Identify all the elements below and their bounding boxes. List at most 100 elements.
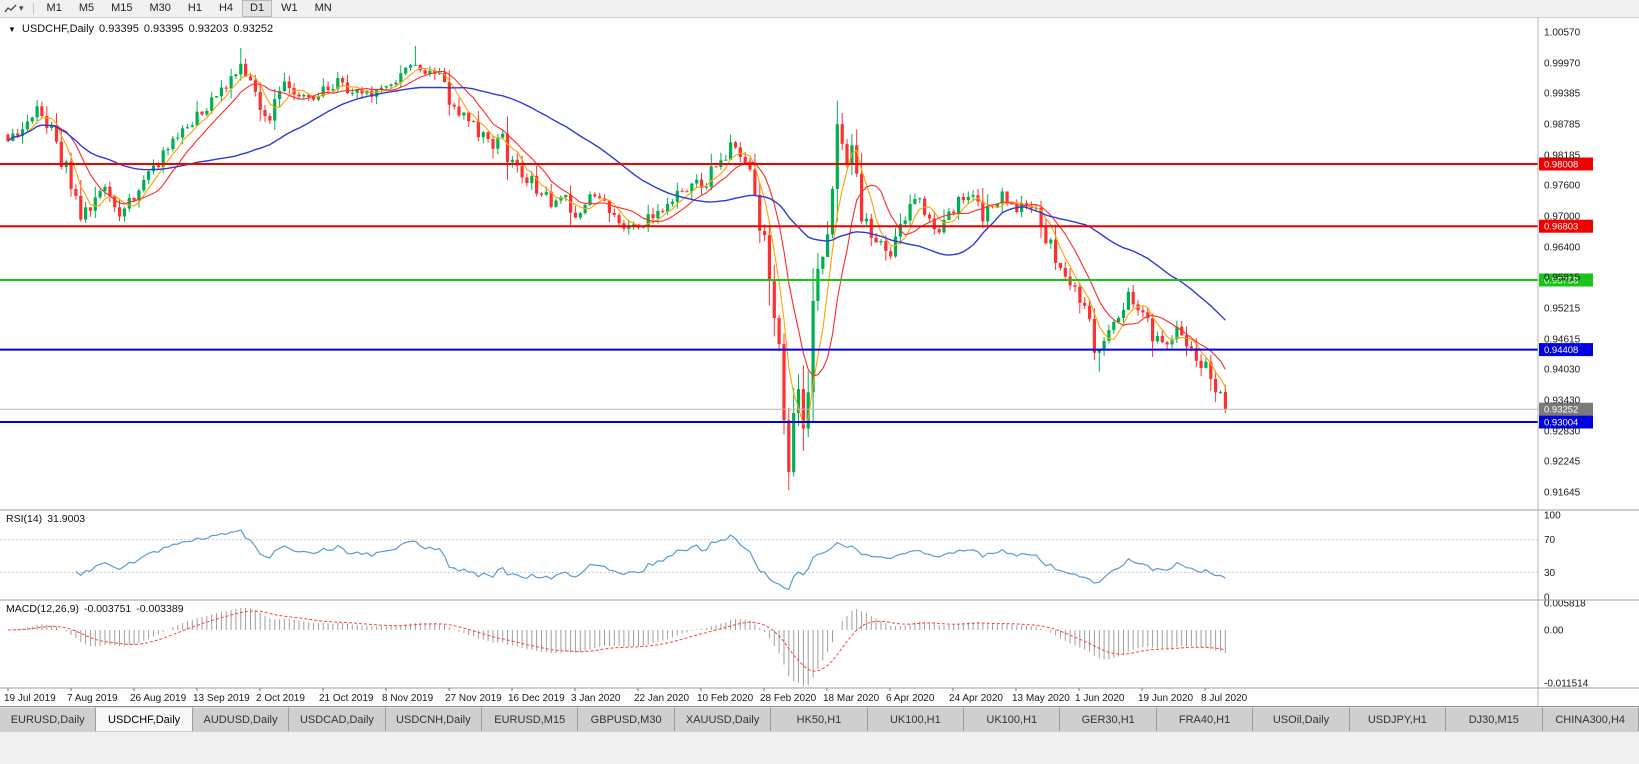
- rsi-panel: 100 70 30 0: [0, 511, 1561, 604]
- rsi-indicator-label: RSI(14) 31.9003: [6, 513, 85, 525]
- timeframe-button-w1[interactable]: W1: [281, 2, 298, 14]
- ohlc-low: 0.93203: [188, 23, 229, 35]
- chart-tab-xauusd-daily[interactable]: XAUUSD,Daily: [674, 707, 772, 731]
- svg-text:100: 100: [1544, 511, 1561, 522]
- chart-symbol-period: USDCHF,Daily: [21, 23, 95, 35]
- chart-area: 0.98008 0.96803 0.95758 0.94408 0.93004 0.932…: [0, 18, 1639, 706]
- timeframe-toolbar: ▾ M1 M5 M15 M30 H1 H4 D1 W1 MN: [0, 0, 1639, 18]
- svg-text:10 Feb 2020: 10 Feb 2020: [697, 693, 754, 704]
- svg-text:70: 70: [1544, 535, 1556, 546]
- chart-tab-usdjpy-h1[interactable]: USDJPY,H1: [1349, 707, 1447, 731]
- svg-text:-0.011514: -0.011514: [1544, 679, 1589, 690]
- svg-text:0.91645: 0.91645: [1544, 488, 1581, 499]
- chart-tab-china300-h4[interactable]: CHINA300,H4: [1542, 707, 1639, 731]
- svg-text:27 Nov 2019: 27 Nov 2019: [445, 693, 502, 704]
- ohlc-high: 0.93395: [143, 23, 184, 35]
- price-axis-labels: 1.00570 0.99970 0.99385 0.98785 0.98185 0.976…: [1544, 28, 1581, 499]
- svg-text:0.94408: 0.94408: [1544, 345, 1578, 356]
- chart-tab-usdcad-daily[interactable]: USDCAD,Daily: [289, 707, 386, 731]
- support-resistance-lines[interactable]: 0.98008 0.96803 0.95758 0.94408 0.93004: [0, 157, 1593, 429]
- ohlc-open: 0.93395: [99, 23, 139, 35]
- chart-tabs-bar: EURUSD,Daily USDCHF,Daily AUDUSD,Daily USDC…: [0, 706, 1639, 731]
- svg-text:13 May 2020: 13 May 2020: [1012, 693, 1070, 704]
- chart-tab-fra40-h1[interactable]: FRA40,H1: [1156, 707, 1254, 731]
- svg-text:19 Jul 2019: 19 Jul 2019: [4, 693, 56, 704]
- svg-text:0.98185: 0.98185: [1544, 150, 1581, 161]
- symbol-dropdown-icon[interactable]: ▼: [8, 24, 16, 34]
- svg-text:0.99970: 0.99970: [1544, 58, 1581, 69]
- svg-text:0.92245: 0.92245: [1544, 457, 1581, 468]
- svg-text:0.98008: 0.98008: [1544, 160, 1578, 171]
- macd-value-main: -0.003751: [83, 603, 132, 615]
- chart-tab-eurusd-m15[interactable]: EURUSD,M15: [482, 707, 579, 731]
- chart-tab-usdcnh-daily[interactable]: USDCNH,Daily: [385, 707, 483, 731]
- timeframe-buttons: M1 M5 M15 M30 H1 H4 D1 W1 MN: [39, 0, 340, 17]
- panel-separators: [0, 18, 1639, 706]
- toolbar-separator: [32, 2, 34, 15]
- svg-text:0.93004: 0.93004: [1544, 418, 1578, 429]
- macd-value-signal: -0.003389: [136, 603, 184, 615]
- chart-tab-gbpusd-m30[interactable]: GBPUSD,M30: [578, 707, 675, 731]
- timeframe-button-mn[interactable]: MN: [314, 2, 332, 14]
- timeframe-button-m5[interactable]: M5: [78, 2, 95, 14]
- svg-text:1 Jun 2020: 1 Jun 2020: [1075, 693, 1125, 704]
- chart-tab-eurusd-daily[interactable]: EURUSD,Daily: [0, 707, 97, 731]
- svg-text:0.96400: 0.96400: [1544, 242, 1581, 253]
- chart-tab-audusd-daily[interactable]: AUDUSD,Daily: [192, 707, 290, 731]
- svg-text:26 Aug 2019: 26 Aug 2019: [130, 693, 187, 704]
- chart-tab-hk50-h1[interactable]: HK50,H1: [771, 707, 868, 731]
- chart-title: ▼ USDCHF,Daily 0.93395 0.93395 0.93203 0…: [8, 23, 273, 35]
- chart-tab-usoil-daily[interactable]: USOil,Daily: [1253, 707, 1350, 731]
- timeframe-button-d1[interactable]: D1: [242, 0, 273, 17]
- chart-canvas[interactable]: 0.98008 0.96803 0.95758 0.94408 0.93004 0.932…: [0, 18, 1639, 706]
- chart-tab-dj30-m15[interactable]: DJ30,M15: [1446, 707, 1543, 731]
- line-chart-icon[interactable]: [4, 3, 18, 15]
- svg-text:28 Feb 2020: 28 Feb 2020: [760, 693, 817, 704]
- svg-text:16 Dec 2019: 16 Dec 2019: [508, 693, 565, 704]
- macd-indicator-label: MACD(12,26,9) -0.003751 -0.003389: [6, 603, 184, 615]
- svg-text:7 Aug 2019: 7 Aug 2019: [67, 693, 118, 704]
- svg-text:0.94615: 0.94615: [1544, 334, 1581, 345]
- timeframe-button-m1[interactable]: M1: [46, 2, 62, 14]
- svg-text:0: 0: [1544, 593, 1550, 604]
- svg-text:0.94030: 0.94030: [1544, 365, 1581, 376]
- timeframe-button-h1[interactable]: H1: [187, 2, 202, 14]
- svg-text:0.98785: 0.98785: [1544, 120, 1581, 131]
- timeframe-button-h4[interactable]: H4: [218, 2, 234, 14]
- svg-text:6 Apr 2020: 6 Apr 2020: [886, 693, 935, 704]
- macd-panel: 0.005818 0.00 -0.011514: [7, 599, 1589, 690]
- current-price-line: 0.93252: [0, 402, 1593, 416]
- svg-text:22 Jan 2020: 22 Jan 2020: [634, 693, 689, 704]
- svg-text:0.97600: 0.97600: [1544, 181, 1581, 192]
- svg-text:2 Oct 2019: 2 Oct 2019: [256, 693, 305, 704]
- candles: [6, 45, 1227, 491]
- chart-tab-ger30-h1[interactable]: GER30,H1: [1060, 707, 1157, 731]
- moving-average-lines: [7, 67, 1226, 426]
- ohlc-close: 0.93252: [233, 23, 274, 35]
- svg-text:0.005818: 0.005818: [1544, 599, 1586, 610]
- svg-text:21 Oct 2019: 21 Oct 2019: [319, 693, 374, 704]
- svg-text:0.93252: 0.93252: [1544, 405, 1578, 416]
- rsi-name: RSI(14): [6, 513, 43, 525]
- svg-text:0.96803: 0.96803: [1544, 222, 1578, 233]
- svg-text:19 Jun 2020: 19 Jun 2020: [1138, 693, 1193, 704]
- svg-text:18 Mar 2020: 18 Mar 2020: [823, 693, 880, 704]
- svg-text:13 Sep 2019: 13 Sep 2019: [193, 693, 250, 704]
- svg-text:0.93430: 0.93430: [1544, 396, 1581, 407]
- svg-text:1.00570: 1.00570: [1544, 28, 1581, 39]
- svg-text:0.00: 0.00: [1544, 626, 1564, 637]
- macd-name: MACD(12,26,9): [6, 603, 79, 615]
- svg-text:0.99385: 0.99385: [1544, 89, 1581, 100]
- svg-text:0.97000: 0.97000: [1544, 212, 1581, 223]
- dropdown-caret-icon[interactable]: ▾: [19, 3, 24, 13]
- timeframe-button-m15[interactable]: M15: [111, 2, 133, 14]
- svg-text:0.95758: 0.95758: [1544, 276, 1578, 287]
- svg-text:0.95815: 0.95815: [1544, 273, 1581, 284]
- chart-tab-uk100-h1[interactable]: UK100,H1: [964, 707, 1061, 731]
- chart-tab-usdchf-daily[interactable]: USDCHF,Daily: [96, 707, 193, 731]
- chart-tab-uk100-h1[interactable]: UK100,H1: [867, 707, 965, 731]
- rsi-value: 31.9003: [47, 513, 86, 525]
- svg-text:0.92830: 0.92830: [1544, 426, 1581, 437]
- time-axis-labels: 19 Jul 2019 7 Aug 2019 26 Aug 2019 13 Sep 2…: [4, 688, 1248, 704]
- timeframe-button-m30[interactable]: M30: [149, 2, 171, 14]
